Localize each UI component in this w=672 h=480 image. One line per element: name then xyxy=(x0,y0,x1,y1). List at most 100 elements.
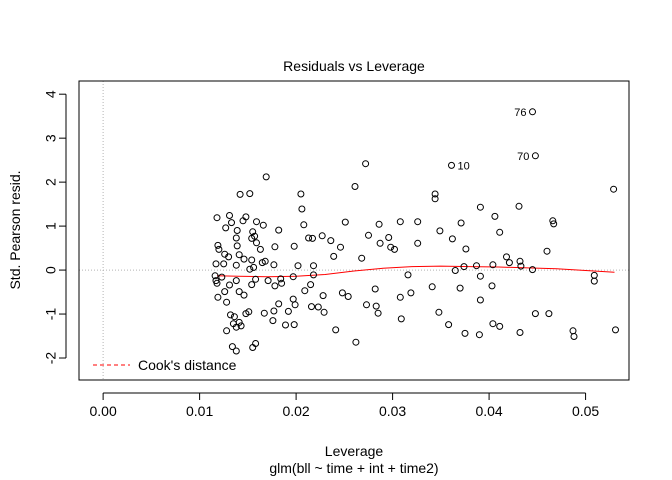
data-point xyxy=(371,285,379,293)
data-point xyxy=(294,262,302,270)
data-point xyxy=(590,277,598,285)
data-point xyxy=(397,315,405,323)
data-point xyxy=(476,203,484,211)
data-point xyxy=(271,282,279,290)
data-point xyxy=(261,257,269,265)
data-point xyxy=(436,227,444,235)
data-point xyxy=(289,273,297,281)
legend: Cook's distance xyxy=(93,357,237,373)
data-point xyxy=(213,279,221,287)
data-point xyxy=(271,243,279,251)
data-point xyxy=(245,308,253,316)
data-point xyxy=(232,261,240,269)
data-point xyxy=(549,217,557,225)
x-tick-label: 0.01 xyxy=(186,403,213,419)
data-point xyxy=(337,243,344,251)
data-point xyxy=(232,323,240,331)
data-point xyxy=(545,310,553,318)
x-tick-label: 0.05 xyxy=(572,403,599,419)
data-point xyxy=(515,202,523,210)
data-point xyxy=(246,265,254,273)
data-point xyxy=(298,205,306,213)
data-point xyxy=(570,333,578,340)
data-point xyxy=(226,212,233,219)
plot-box xyxy=(78,80,630,381)
data-point xyxy=(282,321,289,329)
data-point xyxy=(435,308,443,316)
y-tick-label: 4 xyxy=(43,90,59,98)
data-point xyxy=(362,160,370,168)
data-point xyxy=(431,190,439,198)
data-point xyxy=(246,190,254,198)
data-point xyxy=(278,279,286,287)
data-point xyxy=(300,221,308,229)
data-point xyxy=(237,322,245,330)
data-point xyxy=(284,307,292,315)
data-point xyxy=(338,289,346,297)
data-point xyxy=(407,289,415,297)
data-point xyxy=(211,272,219,280)
data-point xyxy=(448,235,456,243)
data-point xyxy=(235,288,243,296)
data-point xyxy=(252,340,260,347)
data-point xyxy=(310,262,317,270)
data-point xyxy=(372,302,380,310)
data-point xyxy=(308,303,315,311)
data-point xyxy=(249,228,257,236)
point-label: 76 xyxy=(514,107,526,119)
y-tick-label: 2 xyxy=(43,178,59,186)
data-point xyxy=(612,326,619,334)
data-point xyxy=(232,234,240,242)
data-point xyxy=(270,261,278,269)
data-point xyxy=(451,267,459,274)
data-point xyxy=(414,218,422,226)
x-axis-label: Leverage xyxy=(325,443,384,459)
data-point xyxy=(376,239,384,247)
data-point xyxy=(344,293,352,300)
x-tick-label: 0.04 xyxy=(475,403,502,419)
data-point xyxy=(252,275,260,283)
point-label: 70 xyxy=(517,151,529,163)
data-point xyxy=(235,251,243,259)
data-point xyxy=(489,261,497,269)
data-point xyxy=(550,220,558,228)
data-point xyxy=(228,343,236,351)
data-point xyxy=(275,300,283,308)
data-point xyxy=(531,152,539,160)
data-point xyxy=(212,260,220,268)
data-point xyxy=(222,224,230,232)
data-point xyxy=(240,291,248,299)
y-tick-label: -1 xyxy=(43,308,59,321)
data-point xyxy=(307,281,315,289)
data-point xyxy=(531,310,539,318)
data-point xyxy=(270,307,278,315)
data-point xyxy=(275,226,283,234)
data-point xyxy=(330,252,338,260)
data-point xyxy=(232,277,240,285)
data-point xyxy=(291,301,299,309)
data-point xyxy=(404,271,412,279)
data-point xyxy=(473,262,480,270)
data-point xyxy=(223,327,231,335)
data-points xyxy=(211,108,619,355)
data-point xyxy=(264,277,272,285)
data-point xyxy=(256,245,264,253)
data-point xyxy=(351,183,359,190)
x-tick-label: 0.03 xyxy=(379,403,406,419)
data-point xyxy=(516,329,524,336)
data-point xyxy=(460,263,468,271)
y-axis: -2 -1 0 1 2 3 4 xyxy=(43,90,67,364)
chart-title: Residuals vs Leverage xyxy=(283,58,425,74)
data-point xyxy=(227,311,234,319)
data-point xyxy=(489,320,497,328)
data-point xyxy=(543,247,551,255)
data-point xyxy=(476,296,484,304)
legend-label-cook: Cook's distance xyxy=(138,357,237,373)
y-axis-label: Std. Pearson resid. xyxy=(7,170,23,289)
data-point xyxy=(233,227,241,234)
data-point xyxy=(387,243,395,251)
data-point xyxy=(221,288,229,296)
data-point xyxy=(491,212,499,220)
data-point xyxy=(297,190,305,198)
